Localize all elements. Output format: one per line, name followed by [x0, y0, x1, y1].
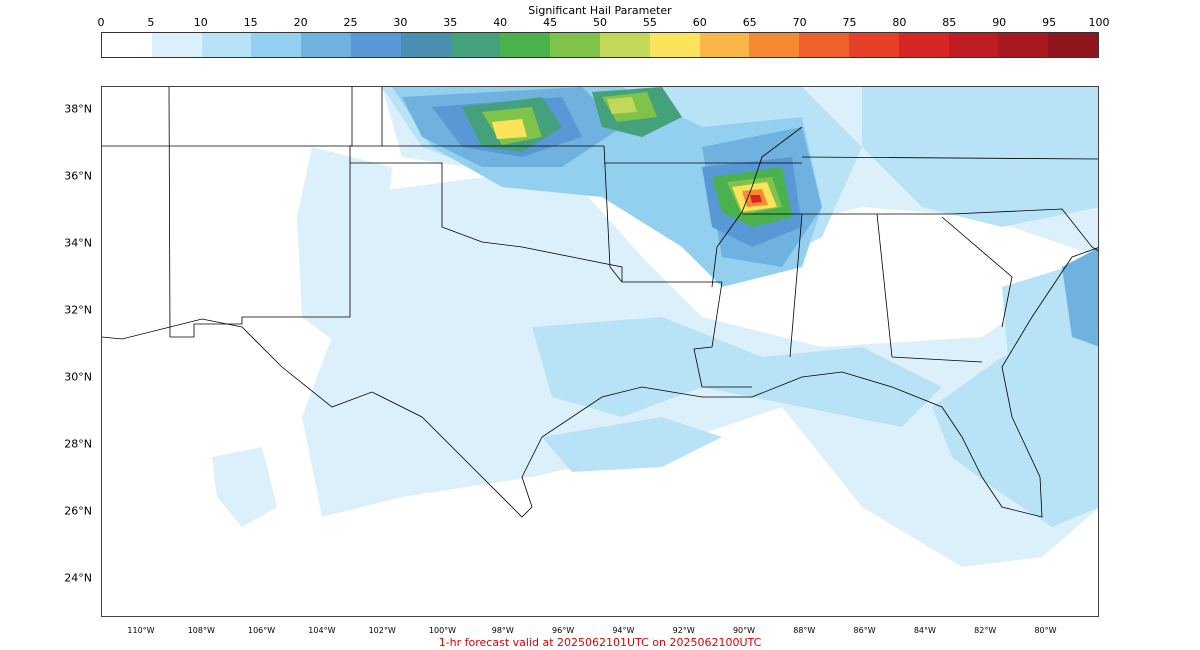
state-line-ga-fl [891, 356, 983, 363]
colorbar-segment [550, 33, 600, 57]
field-region-mid-ne [862, 87, 1098, 227]
colorbar-tick-label: 80 [892, 16, 907, 29]
field-region-yellow-3 [607, 97, 637, 114]
colorbar-segment [799, 33, 849, 57]
colorbar-segment [898, 33, 949, 57]
longitude-label: 86°W [853, 626, 876, 635]
longitude-label: 106°W [248, 626, 276, 635]
coastline [102, 247, 1098, 518]
state-line-ok-ar [603, 145, 623, 283]
colorbar-tick-label: 30 [393, 16, 408, 29]
colorbar-tick-label: 100 [1088, 16, 1110, 29]
boundary-layer [102, 87, 1098, 518]
colorbar-segment [450, 33, 501, 57]
latitude-label: 26°N [64, 504, 92, 518]
longitude-label: 96°W [552, 626, 575, 635]
colorbar-tick-label: 10 [193, 16, 208, 29]
latitude-label: 34°N [64, 236, 92, 250]
longitude-label: 100°W [428, 626, 457, 635]
colorbar-tick-label: 50 [593, 16, 607, 29]
colorbar-segment [350, 33, 401, 57]
colorbar-tick-label: 95 [1042, 16, 1057, 29]
state-line-tx-nm [170, 146, 351, 338]
state-line-tx-ok-pan [350, 162, 623, 282]
longitude-label: 90°W [732, 626, 756, 635]
colorbar-segment [301, 33, 351, 57]
field-region-atlantic [1062, 248, 1098, 347]
state-line-tn-ky [801, 156, 1098, 160]
colorbar-segment [251, 33, 302, 57]
map-panel [101, 86, 1099, 617]
colorbar-tick-label: 75 [842, 16, 857, 29]
state-line-ga-sc [941, 216, 1013, 328]
latitude-label: 36°N [64, 169, 92, 183]
latitude-label: 38°N [64, 102, 92, 116]
colorbar-tick-label: 85 [942, 16, 957, 29]
latitude-label: 28°N [64, 437, 92, 451]
longitude-label: 110°W [127, 626, 155, 635]
colorbar-segment [400, 33, 451, 57]
field-region-light-southwest [212, 447, 277, 527]
colorbar-segment [102, 33, 152, 57]
colorbar-tick-label: 15 [243, 16, 258, 29]
longitude-label: 84°W [913, 626, 936, 635]
longitude-label: 88°W [793, 626, 816, 635]
latitude-label: 30°N [64, 370, 92, 384]
longitude-label: 80°W [1034, 626, 1057, 635]
colorbar-tick-label: 70 [792, 16, 807, 29]
colorbar [101, 32, 1099, 58]
colorbar-segment [500, 33, 551, 57]
longitude-label: 98°W [491, 626, 514, 635]
hail-field-layer [212, 87, 1098, 567]
colorbar-segment [948, 33, 999, 57]
colorbar-segment [649, 33, 700, 57]
field-region-florida [932, 317, 1098, 527]
colorbar-segment [599, 33, 650, 57]
field-region-light-west [297, 147, 392, 347]
colorbar-tick-label: 25 [343, 16, 358, 29]
state-line-ms-river [711, 126, 803, 288]
colorbar-segment [998, 33, 1049, 57]
state-line-la-ms [693, 281, 752, 388]
state-line-nc-sc [951, 208, 1098, 252]
colorbar-tick-label: 20 [293, 16, 308, 29]
field-region-yellow-2 [492, 119, 527, 139]
field-region-mid [532, 317, 942, 427]
field-region-red [750, 195, 762, 203]
forecast-valid-caption: 1-hr forecast valid at 2025062101UTC on … [438, 636, 762, 649]
colorbar-segment [699, 33, 750, 57]
colorbar-tick-label: 60 [692, 16, 707, 29]
colorbar-tick-label: 65 [742, 16, 757, 29]
colorbar-tick-label: 35 [443, 16, 458, 29]
colorbar-segment [749, 33, 800, 57]
colorbar-segment [1048, 33, 1098, 57]
longitude-label: 108°W [187, 626, 215, 635]
state-line-nm-tx-vert [168, 87, 171, 338]
colorbar-segment [201, 33, 252, 57]
colorbar-title: Significant Hail Parameter [528, 4, 672, 17]
colorbar-tick-label: 0 [97, 16, 105, 29]
longitude-label: 92°W [672, 626, 695, 635]
colorbar-tick-labels: 0 5 10 15 20 25 30 35 40 45 50 55 60 65 70 75 80 85 90 95 10… [0, 16, 1200, 30]
state-line-ms-al [789, 213, 803, 358]
colorbar-segment [848, 33, 899, 57]
latitude-label: 32°N [64, 303, 92, 317]
field-region-mid-gulf [542, 417, 722, 472]
state-line-al-ga [876, 213, 893, 358]
colorbar-segment [151, 33, 202, 57]
colorbar-tick-label: 90 [992, 16, 1007, 29]
longitude-label: 82°W [974, 626, 997, 635]
longitude-label: 102°W [368, 626, 396, 635]
colorbar-tick-label: 5 [147, 16, 155, 29]
latitude-label: 24°N [64, 571, 92, 585]
longitude-label: 104°W [308, 626, 336, 635]
colorbar-tick-label: 55 [642, 16, 657, 29]
colorbar-tick-label: 40 [493, 16, 508, 29]
colorbar-tick-label: 45 [543, 16, 558, 29]
longitude-label: 94°W [612, 626, 635, 635]
